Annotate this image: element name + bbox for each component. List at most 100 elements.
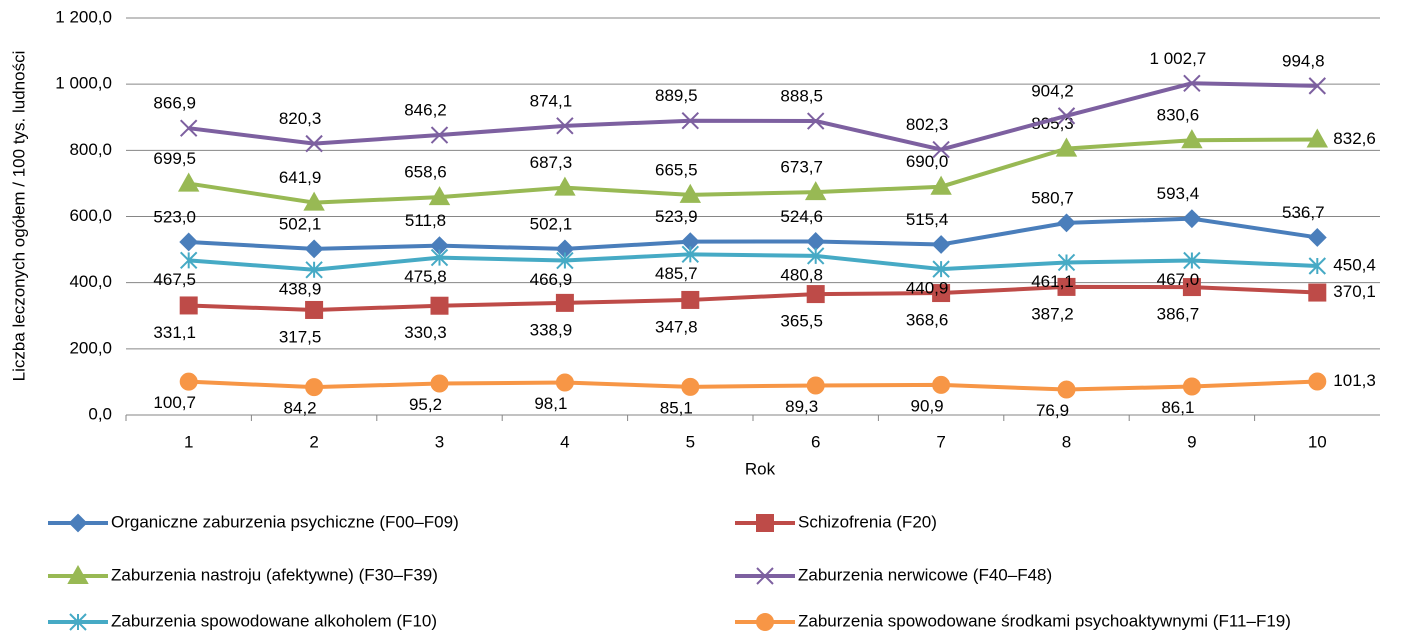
marker	[1057, 107, 1076, 125]
data-label: 365,5	[780, 312, 823, 331]
series: 523,0 502,1 511,8 502,1 523,9 524,6 515,4 580,7…	[153, 184, 1327, 259]
data-label: 866,9	[153, 94, 196, 113]
series: 331,1 317,5 330,3 338,9 347,8 365,5 368,6 387,2…	[153, 277, 1376, 346]
marker	[179, 232, 199, 252]
marker	[1057, 380, 1076, 399]
data-label: 485,7	[655, 264, 698, 283]
marker	[804, 181, 827, 201]
marker	[556, 251, 574, 270]
series-line	[188, 284, 1318, 312]
marker	[179, 296, 198, 315]
data-label: 524,6	[780, 207, 823, 226]
data-label: 387,2	[1031, 304, 1074, 323]
marker	[932, 284, 951, 303]
marker	[304, 239, 324, 259]
data-label: 450,4	[1333, 255, 1376, 274]
marker	[756, 613, 774, 631]
marker	[305, 300, 324, 319]
series: 100,7 84,2 95,2 98,1 85,1 89,3 90,9 76,9 86,1 101…	[153, 371, 1375, 420]
data-label: 536,7	[1282, 203, 1325, 222]
marker	[806, 285, 825, 304]
data-label: 347,8	[655, 317, 698, 336]
data-label: 523,9	[655, 207, 698, 226]
data-label: 511,8	[405, 211, 446, 230]
data-label: 86,1	[1161, 398, 1194, 417]
data-label: 580,7	[1031, 188, 1074, 207]
data-label: 98,1	[534, 394, 567, 413]
marker	[1182, 377, 1201, 396]
marker	[806, 376, 825, 395]
marker	[1057, 253, 1076, 272]
marker	[555, 373, 574, 392]
data-label: 687,3	[530, 153, 573, 172]
legend-label: Zaburzenia spowodowane alkoholem (F10)	[111, 611, 437, 630]
marker	[756, 567, 774, 585]
data-label: 994,8	[1282, 51, 1325, 70]
marker	[67, 564, 89, 584]
data-label: 1 002,7	[1150, 49, 1207, 68]
data-label: 480,8	[780, 265, 823, 284]
legend-label: Zaburzenia nastroju (afektywne) (F30–F39…	[111, 565, 438, 584]
marker	[179, 119, 198, 137]
data-label: 832,6	[1333, 129, 1376, 148]
y-tick-label: 0,0	[88, 404, 112, 423]
marker	[756, 514, 774, 532]
x-axis-title: Rok	[745, 459, 776, 478]
marker	[305, 261, 323, 279]
data-label: 846,2	[404, 101, 447, 120]
data-label: 641,9	[279, 168, 322, 187]
series-line	[188, 252, 1318, 272]
y-tick-label: 1 200,0	[55, 7, 112, 26]
marker	[1183, 74, 1201, 92]
data-label: 467,5	[153, 270, 196, 289]
x-tick-label: 9	[1187, 432, 1196, 451]
data-label: 502,1	[279, 214, 322, 233]
series-line	[188, 137, 1318, 205]
data-label: 95,2	[409, 395, 442, 414]
marker	[554, 176, 576, 196]
marker	[430, 248, 449, 267]
data-label: 699,5	[153, 149, 196, 168]
data-label: 438,9	[279, 279, 322, 298]
marker	[679, 183, 702, 203]
marker	[69, 613, 87, 631]
marker	[1182, 278, 1201, 297]
marker	[428, 186, 451, 206]
data-label: 89,3	[785, 397, 818, 416]
data-label: 76,9	[1036, 401, 1069, 420]
data-label: 889,5	[655, 86, 698, 105]
series-line	[188, 81, 1318, 152]
y-tick-label: 600,0	[69, 206, 112, 225]
marker	[305, 378, 324, 397]
marker	[556, 117, 574, 135]
marker	[681, 377, 700, 396]
x-tick-label: 8	[1062, 432, 1071, 451]
data-label: 368,6	[906, 311, 949, 330]
marker	[932, 375, 951, 394]
marker	[303, 191, 325, 211]
marker	[681, 290, 700, 309]
y-tick-label: 1 000,0	[55, 74, 112, 93]
data-label: 338,9	[530, 320, 573, 339]
data-label: 658,6	[404, 163, 447, 182]
data-label: 461,1	[1031, 272, 1074, 291]
marker	[681, 112, 700, 130]
marker	[806, 112, 825, 130]
data-label: 370,1	[1333, 282, 1376, 301]
marker	[1181, 129, 1203, 149]
data-label: 317,5	[279, 327, 322, 346]
marker	[932, 260, 950, 278]
data-label: 475,8	[404, 267, 447, 286]
marker	[1308, 77, 1327, 95]
marker	[555, 293, 574, 312]
data-label: 440,9	[906, 279, 949, 298]
marker	[1306, 128, 1329, 148]
data-label: 330,3	[404, 323, 447, 342]
data-label: 523,0	[153, 207, 196, 226]
series-line	[188, 216, 1318, 251]
data-label: 820,3	[279, 109, 322, 128]
marker	[930, 175, 952, 195]
series: 866,9 820,3 846,2 874,1 889,5 888,5 802,3 904,2…	[153, 49, 1327, 159]
data-label: 90,9	[911, 396, 944, 415]
data-label: 665,5	[655, 160, 698, 179]
